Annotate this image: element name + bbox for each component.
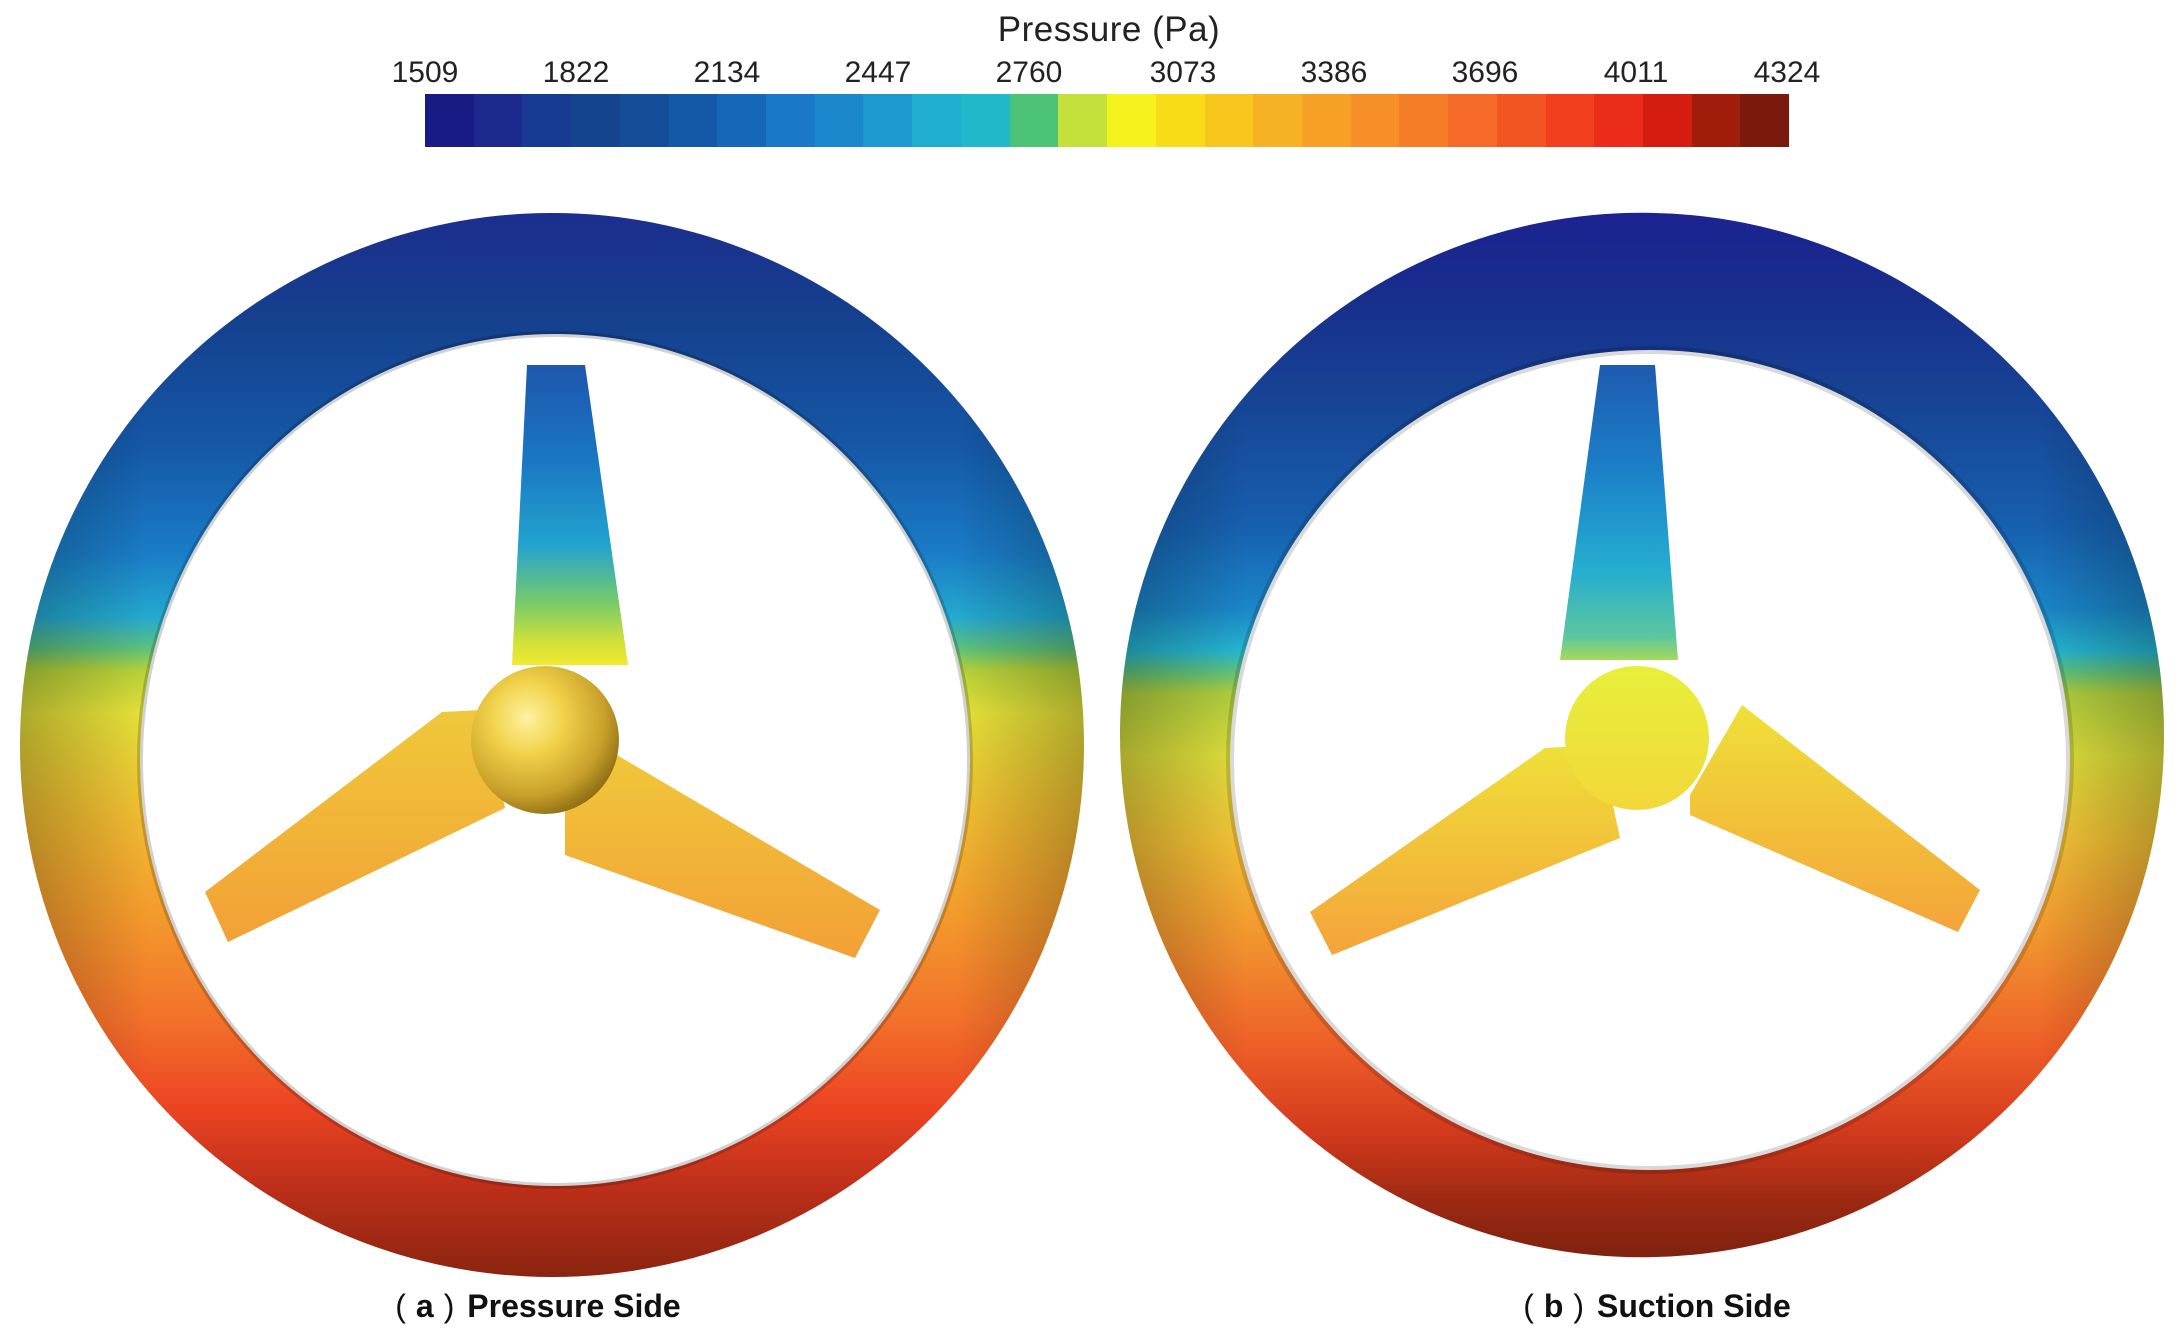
colorbar-segment (766, 94, 815, 147)
colorbar-tick: 2760 (995, 56, 1063, 89)
colorbar-segment (1301, 94, 1351, 147)
colorbar-segment (1399, 94, 1449, 147)
caption-pressure-side: (a) Pressure Side (395, 1288, 681, 1324)
colorbar-tick: 2447 (844, 56, 912, 89)
colorbar-segment (1009, 94, 1059, 147)
colorbar-segment (1594, 94, 1643, 147)
pressure-side-hub (471, 666, 619, 814)
suction-side-panel (1120, 212, 2165, 1258)
colorbar-tick: 2134 (693, 56, 761, 89)
pressure-side-blade-right (565, 748, 880, 958)
colorbar-segment (473, 94, 523, 147)
caption-letter: b (1543, 1288, 1564, 1324)
colorbar-segment (1740, 94, 1790, 147)
pressure-side-blade-upper (512, 365, 628, 665)
pressure-side-ring-lip (137, 331, 973, 1189)
caption-label: Pressure Side (467, 1288, 681, 1324)
colorbar-segment (522, 94, 572, 147)
colorbar-segment (1642, 94, 1692, 147)
colorbar-segment (425, 94, 474, 147)
colorbar-tick: 4324 (1753, 56, 1821, 89)
colorbar-segment (1155, 94, 1205, 147)
colorbar-ticks: 1509 1822 2134 2447 2760 3073 3386 3696 … (0, 56, 2180, 96)
colorbar-segment (1350, 94, 1400, 147)
colorbar-segment (717, 94, 767, 147)
colorbar-segment (1107, 94, 1156, 147)
suction-side-blade-upper (1560, 365, 1678, 660)
pressure-side-panel (20, 213, 1084, 1277)
colorbar-segment (1691, 94, 1741, 147)
pressure-colorbar (425, 94, 1790, 147)
caption-suction-side: (b) Suction Side (1523, 1288, 1791, 1324)
colorbar-tick: 4011 (1603, 56, 1669, 89)
colorbar-tick: 1509 (391, 56, 459, 89)
colorbar-title: Pressure (Pa) (997, 10, 1221, 49)
colorbar-tick: 3386 (1300, 56, 1368, 89)
pressure-side-blade-left (205, 710, 505, 942)
colorbar-segment (1253, 94, 1302, 147)
colorbar-segment (1448, 94, 1497, 147)
colorbar-segment (1204, 94, 1254, 147)
suction-side-blade-left (1310, 745, 1620, 955)
colorbar-tick: 1822 (542, 56, 610, 89)
colorbar-tick: 3696 (1451, 56, 1519, 89)
colorbar-segment (619, 94, 669, 147)
colorbar-segment (1545, 94, 1595, 147)
suction-side-hub (1565, 666, 1709, 810)
colorbar-segment (571, 94, 620, 147)
caption-letter: a (415, 1288, 434, 1324)
colorbar-segment (668, 94, 718, 147)
suction-side-inner-lip (1226, 346, 2074, 1174)
colorbar-segment (912, 94, 961, 147)
colorbar-segment (814, 94, 864, 147)
colorbar-segment (863, 94, 913, 147)
suction-side-blade-right (1690, 705, 1980, 932)
caption-label: Suction Side (1596, 1288, 1791, 1324)
colorbar-segment (1058, 94, 1108, 147)
colorbar-tick: 3073 (1149, 56, 1217, 89)
colorbar-segment (1496, 94, 1546, 147)
colorbar-segment (960, 94, 1010, 147)
